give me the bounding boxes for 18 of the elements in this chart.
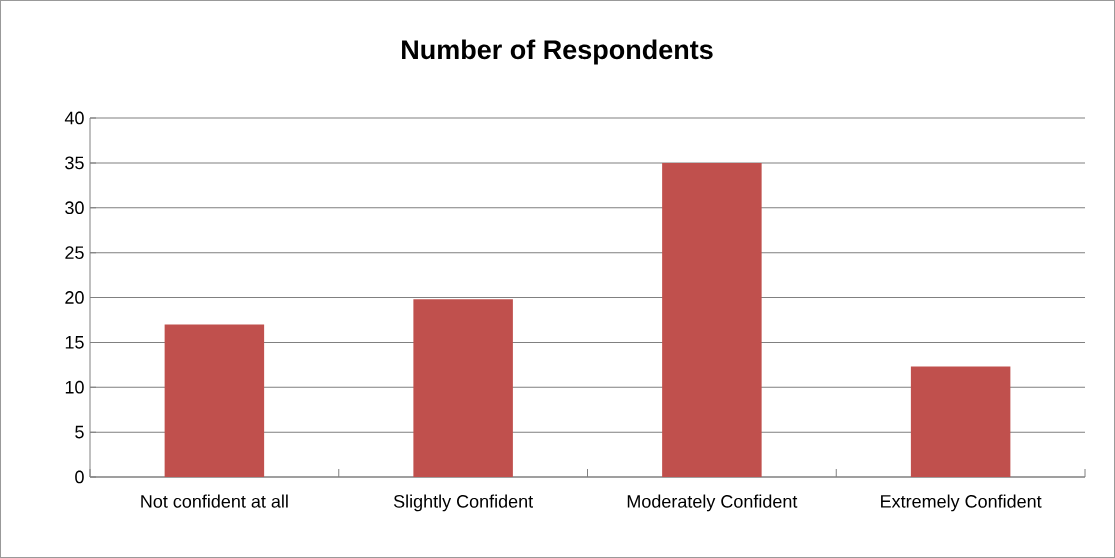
y-tick-label: 20: [65, 291, 84, 304]
y-tick-label: 30: [65, 201, 84, 215]
chart-title: Number of Respondents: [402, 39, 713, 65]
x-tick-label: Moderately Confident: [627, 494, 798, 512]
y-tick-label: 10: [65, 380, 84, 394]
y-tick-label: 5: [75, 425, 84, 439]
x-tick-label: Slightly Confident: [393, 494, 533, 512]
y-tick-label: 40: [64, 111, 84, 125]
bar: [662, 162, 762, 477]
y-tick-label: 0: [75, 470, 84, 484]
bar: [910, 366, 1011, 477]
bar: [164, 324, 265, 477]
y-tick-label: 15: [65, 336, 84, 349]
bar: [413, 299, 513, 477]
y-tick-label: 25: [65, 246, 84, 259]
x-tick-label: Extremely Confident: [881, 494, 1042, 512]
x-tick-label: Not confident at all: [141, 494, 288, 508]
y-tick-label: 35: [65, 156, 84, 170]
